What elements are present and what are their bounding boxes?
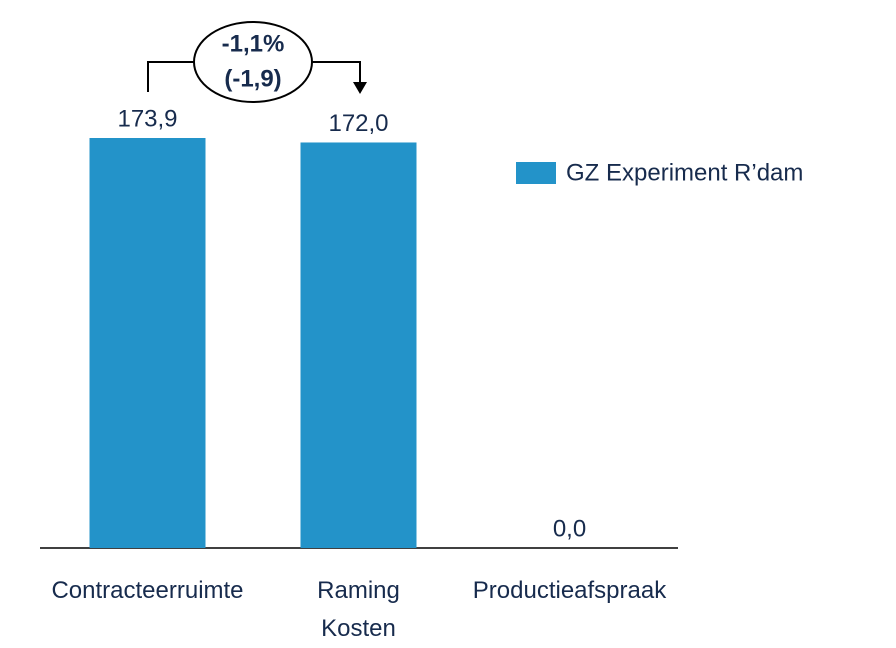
value-label: 172,0 xyxy=(328,110,388,137)
x-tick-label: Raming Kosten xyxy=(317,577,400,642)
annotation-ellipse xyxy=(193,21,313,103)
x-tick-label: Contracteerruimte xyxy=(51,577,244,604)
arrow-head xyxy=(353,82,367,94)
bar xyxy=(300,142,417,548)
change-bracket xyxy=(147,61,361,92)
value-label: 173,9 xyxy=(117,105,177,132)
legend-swatch xyxy=(516,162,556,184)
annotation: -1,1% xyxy=(222,30,285,57)
x-tick-label: Productieafspraak xyxy=(472,577,667,604)
annotation: (-1,9) xyxy=(224,65,281,92)
bar xyxy=(89,138,206,548)
legend-label: GZ Experiment R’dam xyxy=(566,159,803,186)
value-label: 0,0 xyxy=(553,515,586,542)
